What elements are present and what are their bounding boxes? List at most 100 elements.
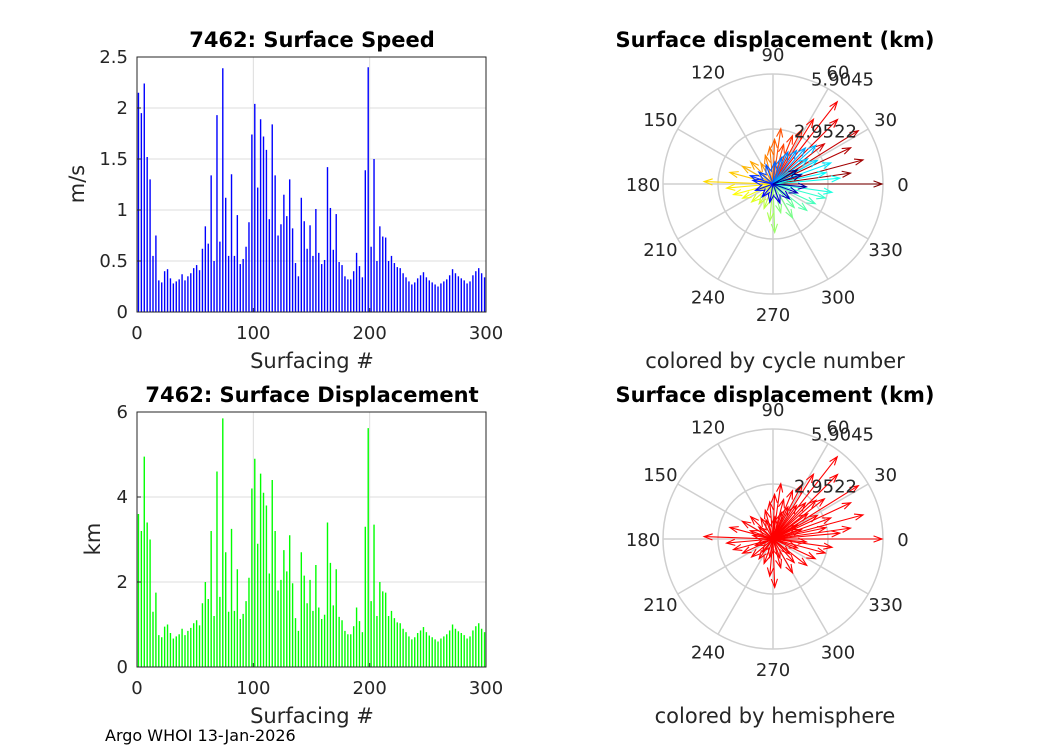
arrow-head — [797, 146, 807, 157]
displacement-arrow — [769, 183, 774, 203]
arrow-head — [806, 196, 817, 205]
radial-tick-label: 5.9045 — [811, 424, 874, 445]
arrow-head — [775, 558, 783, 570]
arrow-head — [821, 517, 833, 525]
arrow-head — [788, 541, 800, 549]
x-tick-label: 300 — [469, 678, 503, 699]
arrow-head — [794, 128, 803, 139]
speed-chart: 0 0.5 1 1.5 2 2.5 0 100 200 300 7462: Surface Sp… — [65, 28, 503, 373]
polar-cycle-title: Surface displacement (km) — [615, 28, 934, 52]
y-tick-label: 2 — [117, 572, 128, 593]
angle-tick-label: 30 — [874, 110, 897, 131]
displacement-arrow — [772, 532, 840, 540]
displacement-arrow — [726, 183, 774, 189]
arrow-head — [816, 525, 828, 534]
displacement-arrow — [769, 538, 774, 558]
arrow-head — [841, 525, 853, 533]
displacement-arrow — [772, 161, 776, 185]
arrow-head — [798, 512, 809, 522]
arrow-head — [823, 187, 834, 195]
arrow-head — [740, 520, 752, 529]
arrow-head — [873, 535, 884, 543]
arrow-head — [702, 533, 713, 541]
arrow-head — [770, 515, 778, 526]
arrow-head — [806, 551, 817, 560]
displacement-arrow — [772, 506, 789, 540]
arrow-head — [785, 563, 794, 575]
arrow-head — [841, 170, 853, 178]
arrow-head — [829, 100, 839, 111]
y-tick-label: 1 — [117, 200, 128, 221]
speed-x-axis-label: Surfacing # — [250, 349, 374, 373]
x-tick-label: 100 — [236, 323, 270, 344]
displacement-arrow — [772, 485, 859, 540]
displacement-chart-title: 7462: Surface Displacement — [145, 383, 478, 407]
arrow-head — [792, 528, 803, 536]
arrow-head — [740, 165, 752, 174]
arrow-head — [794, 483, 803, 494]
angle-tick-label: 300 — [821, 288, 855, 309]
polar-cycle-chart: 0 30 60 90 120 150 180 210 240 270 300 330 2.9522 5.… — [615, 28, 934, 373]
arrow-head — [773, 194, 781, 205]
arrow-head — [751, 533, 762, 541]
arrow-head — [725, 538, 736, 546]
arrow-head — [775, 203, 783, 215]
arrow-head — [763, 153, 771, 165]
x-tick-label: 100 — [236, 678, 270, 699]
arrow-head — [749, 515, 759, 525]
displacement-arrow — [772, 157, 783, 185]
displacement-arrow — [772, 524, 798, 540]
displacement-arrow — [772, 538, 816, 560]
angle-tick-label: 330 — [868, 595, 902, 616]
arrow-head — [770, 492, 778, 504]
displacement-arrow — [772, 183, 795, 208]
arrow-head — [728, 526, 739, 534]
arrow-head — [781, 150, 789, 161]
arrow-head — [788, 504, 798, 515]
angle-tick-label: 180 — [626, 175, 660, 196]
displacement-arrow — [758, 171, 774, 185]
displacement-axes-frame — [136, 411, 487, 668]
angle-tick-label: 150 — [643, 465, 677, 486]
displacement-arrow — [750, 175, 774, 185]
arrow-head — [725, 183, 736, 191]
displacement-arrow — [751, 538, 774, 558]
arrow-head — [798, 157, 809, 167]
displacement-arrow — [765, 164, 774, 185]
arrow-head — [763, 508, 771, 520]
angle-tick-label: 120 — [691, 62, 725, 83]
speed-chart-title: 7462: Surface Speed — [189, 28, 435, 52]
y-tick-label: 4 — [117, 487, 128, 508]
arrow-head — [741, 191, 752, 199]
arrow-head — [792, 173, 803, 181]
displacement-arrow — [772, 172, 851, 185]
displacement-arrow — [772, 183, 790, 200]
arrow-head — [741, 546, 752, 554]
displacement-arrow — [772, 177, 840, 185]
displacement-y-axis-label: km — [81, 523, 105, 556]
displacement-arrow — [772, 118, 814, 185]
arrow-head — [731, 188, 743, 196]
speed-axes-frame — [136, 56, 487, 313]
radial-tick-label: 2.9522 — [794, 122, 857, 143]
polar-hemisphere-title: Surface displacement (km) — [615, 383, 934, 407]
arrow-head — [841, 147, 853, 155]
displacement-arrow — [761, 538, 774, 553]
y-tick-label: 1.5 — [99, 149, 128, 170]
arrow-head — [785, 198, 796, 209]
displacement-arrow — [729, 526, 774, 540]
arrow-head — [806, 472, 815, 484]
arrow-head — [829, 118, 839, 128]
x-tick-label: 0 — [131, 678, 142, 699]
angle-tick-label: 90 — [762, 45, 785, 66]
displacement-arrow — [772, 527, 851, 540]
arrow-head — [815, 497, 826, 507]
arrow-head — [797, 537, 809, 545]
angle-tick-label: 330 — [868, 240, 902, 261]
displacement-arrow — [760, 517, 774, 540]
arrow-head — [829, 455, 839, 466]
arrow-head — [757, 170, 768, 181]
arrow-head — [766, 212, 775, 223]
arrow-head — [781, 190, 791, 201]
